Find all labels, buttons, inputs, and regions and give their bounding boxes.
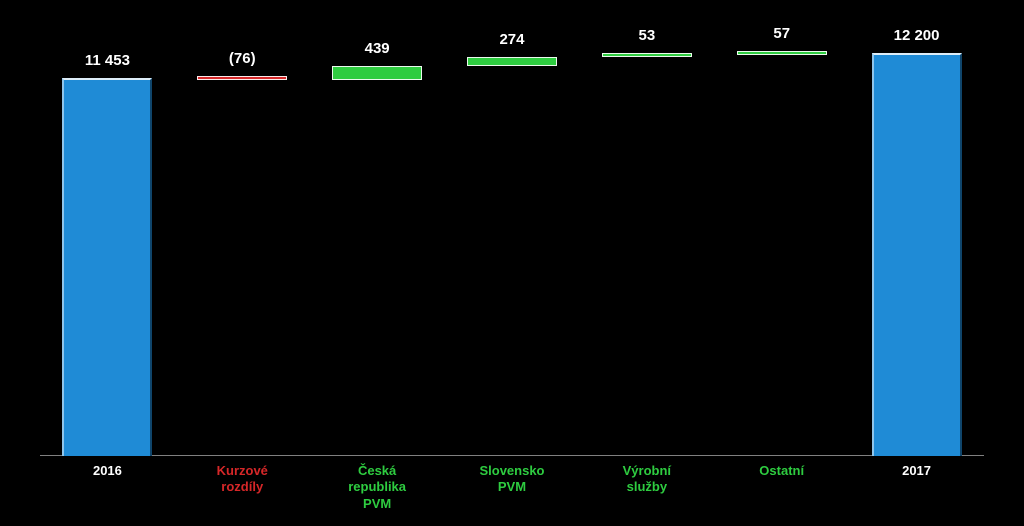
value-label: 53: [639, 27, 656, 44]
category-label: Slovensko PVM: [479, 463, 544, 496]
column-start: 11 4532016: [40, 40, 175, 455]
category-label: Kurzové rozdíly: [209, 463, 276, 496]
category-label: 2016: [93, 463, 122, 479]
pillar-bar: [872, 53, 962, 456]
pillar-bar: [62, 78, 152, 456]
increase-bar: [737, 51, 827, 55]
increase-bar: [467, 57, 557, 66]
column-end: 12 2002017: [849, 40, 984, 455]
column-svc: 53Výrobní služby: [579, 40, 714, 455]
value-label: 274: [499, 31, 524, 48]
category-label: Česká republika PVM: [343, 463, 410, 512]
column-fx: (76)Kurzové rozdíly: [175, 40, 310, 455]
value-label: 11 453: [85, 52, 130, 69]
value-label: 12 200: [894, 27, 940, 44]
increase-bar: [602, 53, 692, 57]
category-label: Výrobní služby: [613, 463, 680, 496]
column-other: 57Ostatní: [714, 40, 849, 455]
decrease-bar: [197, 76, 287, 80]
plot-area: 11 4532016(76)Kurzové rozdíly439Česká re…: [40, 40, 984, 456]
category-label: 2017: [902, 463, 931, 479]
value-label: 57: [773, 25, 790, 42]
value-label: 439: [365, 40, 390, 57]
increase-bar: [332, 66, 422, 80]
waterfall-chart: 11 4532016(76)Kurzové rozdíly439Česká re…: [0, 0, 1024, 526]
column-sk: 274Slovensko PVM: [445, 40, 580, 455]
value-label: (76): [229, 50, 256, 67]
category-label: Ostatní: [759, 463, 804, 479]
column-cz: 439Česká republika PVM: [310, 40, 445, 455]
